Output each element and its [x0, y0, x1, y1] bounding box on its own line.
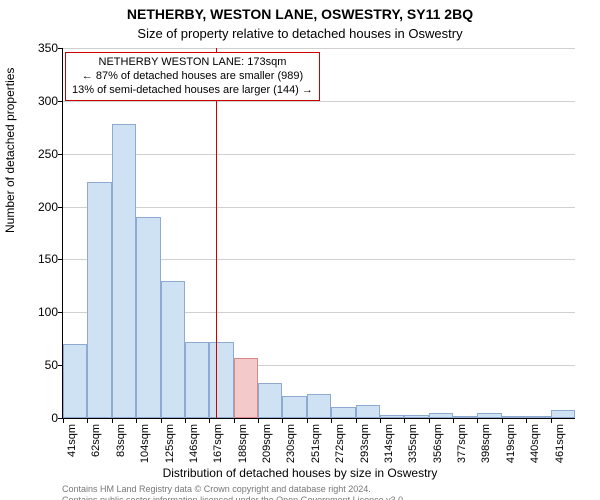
histogram-bar — [526, 416, 550, 418]
x-tick-label: 293sqm — [359, 424, 371, 474]
x-tick — [551, 418, 552, 423]
histogram-bar — [185, 342, 209, 418]
histogram-plot: NETHERBY WESTON LANE: 173sqm← 87% of det… — [62, 48, 575, 419]
x-tick — [331, 418, 332, 423]
x-tick-label: 41sqm — [66, 424, 78, 474]
x-tick-label: 83sqm — [115, 424, 127, 474]
y-tick — [58, 154, 63, 155]
credit-line-2: Contains public sector information licen… — [62, 495, 582, 500]
histogram-bar — [453, 416, 477, 418]
histogram-bar — [551, 410, 575, 418]
gridline — [63, 48, 575, 49]
x-tick-label: 167sqm — [212, 424, 224, 474]
x-tick — [87, 418, 88, 423]
property-marker-line — [216, 48, 217, 418]
x-tick-label: 125sqm — [164, 424, 176, 474]
x-tick-label: 314sqm — [383, 424, 395, 474]
histogram-bar — [404, 415, 428, 418]
chart-subtitle: Size of property relative to detached ho… — [0, 26, 600, 41]
y-tick — [58, 259, 63, 260]
histogram-bar — [161, 281, 185, 418]
x-tick — [477, 418, 478, 423]
x-tick-label: 230sqm — [285, 424, 297, 474]
histogram-bar — [429, 413, 453, 418]
histogram-bar — [209, 342, 233, 418]
x-tick-label: 377sqm — [456, 424, 468, 474]
x-tick — [404, 418, 405, 423]
y-tick — [58, 207, 63, 208]
histogram-bar — [502, 416, 526, 418]
x-tick-label: 188sqm — [237, 424, 249, 474]
property-info-box: NETHERBY WESTON LANE: 173sqm← 87% of det… — [65, 52, 320, 101]
x-tick — [209, 418, 210, 423]
gridline — [63, 154, 575, 155]
info-line-3: 13% of semi-detached houses are larger (… — [72, 84, 313, 98]
y-tick — [58, 101, 63, 102]
x-tick-label: 419sqm — [505, 424, 517, 474]
histogram-bar — [112, 124, 136, 418]
x-tick-label: 62sqm — [90, 424, 102, 474]
credit-line-1: Contains HM Land Registry data © Crown c… — [62, 484, 582, 495]
y-tick-label: 250 — [8, 147, 58, 161]
x-tick-label: 146sqm — [188, 424, 200, 474]
x-tick — [429, 418, 430, 423]
y-tick — [58, 312, 63, 313]
x-tick — [282, 418, 283, 423]
y-tick-label: 300 — [8, 94, 58, 108]
x-tick — [161, 418, 162, 423]
chart-title: NETHERBY, WESTON LANE, OSWESTRY, SY11 2B… — [0, 6, 600, 22]
histogram-bar — [234, 358, 258, 418]
x-tick — [63, 418, 64, 423]
x-tick — [136, 418, 137, 423]
histogram-bar — [282, 396, 306, 418]
x-tick-label: 398sqm — [480, 424, 492, 474]
y-tick-label: 350 — [8, 41, 58, 55]
x-tick — [112, 418, 113, 423]
histogram-bar — [477, 413, 501, 418]
x-tick — [356, 418, 357, 423]
x-tick-label: 104sqm — [139, 424, 151, 474]
gridline — [63, 207, 575, 208]
y-tick-label: 100 — [8, 305, 58, 319]
x-tick — [502, 418, 503, 423]
x-tick — [526, 418, 527, 423]
x-tick-label: 440sqm — [529, 424, 541, 474]
x-tick — [234, 418, 235, 423]
info-line-1: NETHERBY WESTON LANE: 173sqm — [72, 56, 313, 70]
histogram-bar — [307, 394, 331, 418]
y-tick-label: 0 — [8, 411, 58, 425]
y-tick — [58, 48, 63, 49]
x-tick-label: 461sqm — [554, 424, 566, 474]
x-tick-label: 251sqm — [310, 424, 322, 474]
histogram-bar — [356, 405, 380, 418]
y-tick-label: 200 — [8, 200, 58, 214]
histogram-bar — [63, 344, 87, 418]
histogram-bar — [380, 415, 404, 418]
histogram-bar — [136, 217, 160, 418]
y-tick-label: 150 — [8, 252, 58, 266]
x-tick-label: 356sqm — [432, 424, 444, 474]
x-tick-label: 335sqm — [407, 424, 419, 474]
histogram-bar — [258, 383, 282, 418]
x-tick-label: 272sqm — [334, 424, 346, 474]
info-line-2: ← 87% of detached houses are smaller (98… — [72, 70, 313, 84]
histogram-bar — [331, 407, 355, 418]
x-tick — [453, 418, 454, 423]
x-tick — [185, 418, 186, 423]
x-tick — [380, 418, 381, 423]
x-tick — [307, 418, 308, 423]
histogram-bar — [87, 182, 111, 418]
x-tick — [258, 418, 259, 423]
y-tick-label: 50 — [8, 358, 58, 372]
x-tick-label: 209sqm — [261, 424, 273, 474]
